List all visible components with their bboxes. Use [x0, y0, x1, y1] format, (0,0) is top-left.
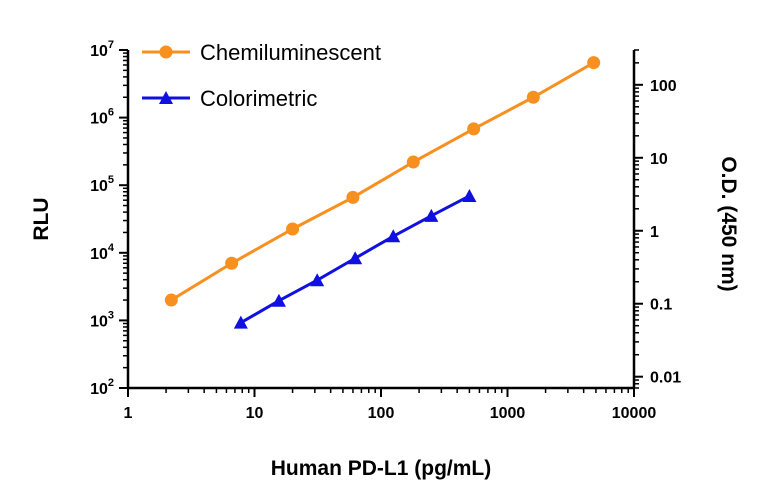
legend-marker-colorimetric [159, 91, 173, 104]
legend-marker-chemiluminescent [159, 45, 173, 59]
x-tick-label: 1000 [490, 405, 526, 422]
x-tick-label: 1 [124, 405, 133, 422]
y-tick-label: 103 [90, 309, 114, 330]
chemiluminescent-line [170, 61, 595, 302]
x-axis-title: Human PD-L1 (pg/mL) [271, 457, 492, 480]
x-tick-label: 10000 [612, 405, 657, 422]
colorimetric-point [386, 229, 401, 243]
colorimetric-point [233, 315, 248, 329]
colorimetric-point [271, 293, 286, 307]
y2-tick-label: 0.01 [650, 370, 681, 387]
legend-label-colorimetric: Colorimetric [200, 86, 317, 111]
plot-area [164, 56, 601, 329]
chemiluminescent-point [346, 190, 360, 204]
legend: Chemiluminescent Colorimetric [142, 40, 381, 111]
chemiluminescent-point [286, 222, 300, 236]
y-tick-label: 104 [90, 242, 115, 263]
chemiluminescent-point [225, 256, 239, 270]
y-tick-label: 107 [90, 39, 114, 60]
y-tick-label: 105 [90, 174, 114, 195]
y2-tick-label: 100 [650, 78, 677, 95]
y2-tick-label: 10 [650, 151, 668, 168]
y-tick-label: 106 [90, 107, 114, 128]
chemiluminescent-point [526, 90, 540, 104]
axes: 1 10 100 1000 10000 102 103 104 105 106 107 0.01 0.1… [90, 39, 681, 422]
y-tick-label: 102 [90, 377, 114, 398]
chemiluminescent-point [164, 293, 178, 307]
colorimetric-point [424, 208, 439, 222]
x-tick-label: 10 [246, 405, 264, 422]
y2-axis-title: O.D. (450 nm) [717, 156, 740, 291]
x-tick-label: 100 [368, 405, 395, 422]
chemiluminescent-point [587, 56, 601, 70]
legend-label-chemiluminescent: Chemiluminescent [200, 40, 381, 65]
y-axis-title: RLU [30, 197, 53, 240]
y2-tick-label: 0.1 [650, 297, 672, 314]
chemiluminescent-point [467, 122, 481, 136]
y2-tick-label: 1 [650, 224, 659, 241]
colorimetric-point [348, 251, 363, 265]
chemiluminescent-point [406, 155, 420, 169]
colorimetric-point [310, 273, 325, 287]
colorimetric-point [462, 188, 477, 202]
